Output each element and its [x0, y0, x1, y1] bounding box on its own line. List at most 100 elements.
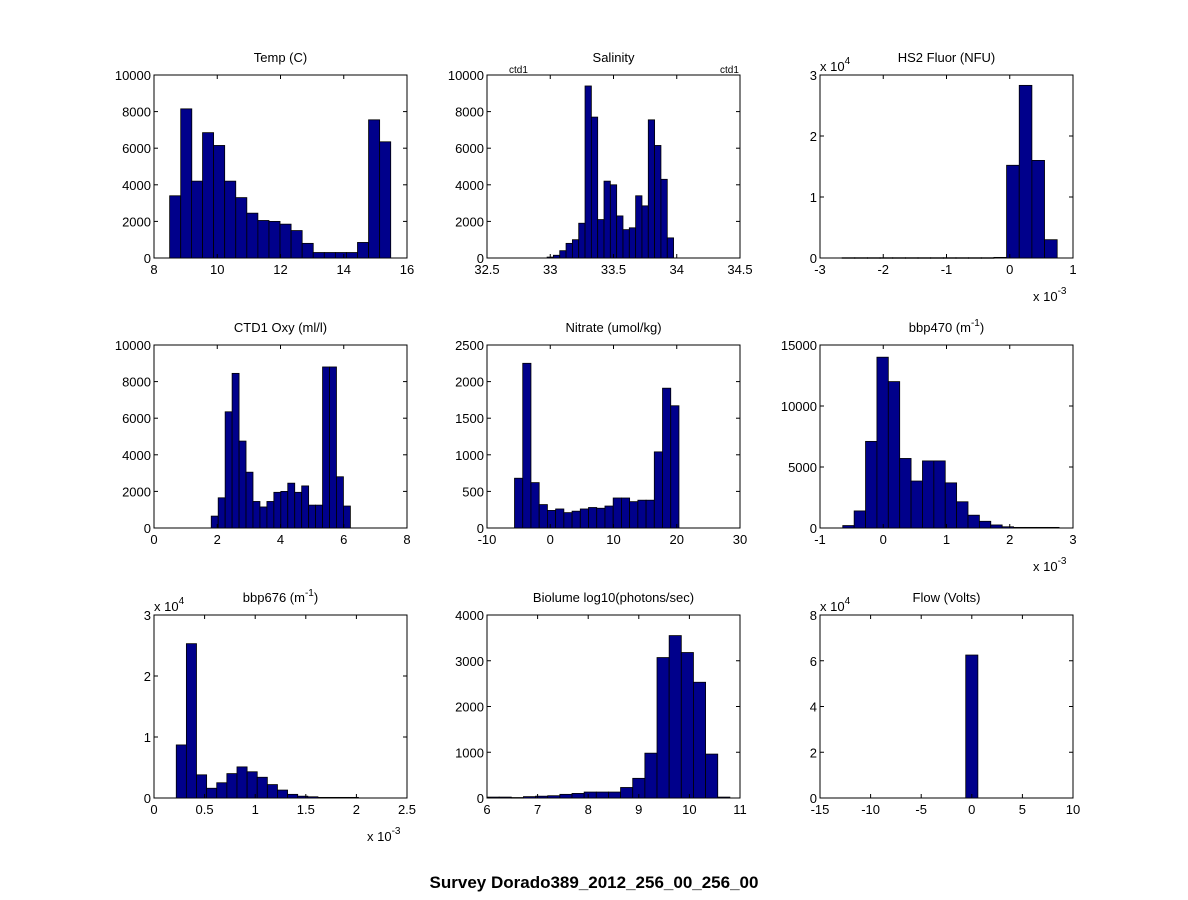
histogram-bar	[590, 116, 599, 259]
x-tick-label: 8	[150, 262, 157, 277]
histogram-bar	[565, 242, 573, 259]
histogram-bar	[347, 796, 359, 799]
histogram-bar	[523, 796, 536, 799]
histogram-bar	[379, 141, 392, 259]
histogram-bar	[1013, 526, 1026, 529]
y-tick-label: 0	[810, 791, 817, 806]
histogram-bar	[1031, 159, 1045, 259]
histogram-bar	[876, 356, 889, 529]
histogram-bar	[612, 497, 622, 529]
subplot-title: bbp470 (m-1)	[909, 318, 984, 335]
x-tick-label: -15	[811, 802, 830, 817]
histogram-bar	[608, 791, 621, 799]
y-tick-label: 0	[810, 251, 817, 266]
y-tick-label: 6000	[455, 141, 484, 156]
x-tick-label: 34.5	[727, 262, 752, 277]
histogram-bar	[637, 499, 647, 529]
histogram-bar	[301, 242, 314, 259]
histogram-bar	[887, 381, 901, 529]
y-tick-label: 2000	[455, 700, 484, 715]
subplot-title: Biolume log10(photons/sec)	[533, 590, 694, 605]
histogram-bar	[583, 791, 597, 799]
y-tick-label: 8000	[455, 105, 484, 120]
histogram-bar	[666, 237, 674, 259]
histogram-bar	[1024, 526, 1037, 529]
histogram-bar	[280, 490, 289, 529]
y-tick-label: 4000	[455, 608, 484, 623]
subplot-8: 6 7 8 9 10 11 0 1000 2000 3000 4000 Biolume log10(p…	[455, 590, 747, 817]
subplot-2: 32.5 33 33.5 34 34.5 0 2000 4000 6000 8000 10000 Sa…	[448, 50, 753, 277]
histogram-bar	[268, 220, 281, 259]
histogram-bar	[654, 145, 662, 259]
x-tick-label: 30	[733, 532, 747, 547]
x-tick-label: 10	[210, 262, 224, 277]
histogram-bar	[622, 229, 630, 259]
x-tick-label: 0	[547, 532, 554, 547]
histogram-bar	[603, 180, 611, 259]
histogram-bar	[510, 797, 524, 799]
x-tick-label: 1.5	[297, 802, 315, 817]
x-tick-label: 4	[277, 532, 284, 547]
x-tick-label: 3	[1069, 532, 1076, 547]
x-tick-label: 1	[252, 802, 259, 817]
histogram-bar	[246, 771, 258, 799]
histogram-bar	[256, 776, 268, 799]
y-tick-label: 0	[477, 251, 484, 266]
histogram-bar	[169, 195, 182, 259]
y-tick-label: 5000	[788, 460, 817, 475]
y-tick-label: 8000	[122, 375, 151, 390]
histogram-bar	[180, 108, 193, 259]
histogram-bar	[235, 197, 248, 259]
histogram-bar	[956, 501, 969, 529]
y-tick-label: 2	[810, 745, 817, 760]
histogram-bar	[547, 510, 557, 529]
x-tick-label: 8	[585, 802, 592, 817]
histogram-bar	[705, 753, 719, 799]
histogram-bar	[322, 366, 330, 529]
y-tick-label: 0	[144, 251, 151, 266]
x-tick-label: 6	[483, 802, 490, 817]
y-tick-label: 2500	[455, 338, 484, 353]
x-tick-label: -2	[877, 262, 889, 277]
histogram-bar	[301, 485, 310, 529]
x-tick-label: -10	[861, 802, 880, 817]
histogram-bar	[604, 505, 614, 529]
histogram-bar	[967, 514, 980, 529]
y-tick-label: 2000	[455, 375, 484, 390]
histogram-bar	[635, 195, 643, 259]
subplot-title: Salinity	[593, 50, 635, 65]
histogram-bar	[191, 180, 203, 259]
histogram-bar	[185, 643, 197, 799]
histogram-bar	[279, 223, 292, 259]
histogram-bar	[236, 766, 248, 799]
y-tick-label: 10000	[448, 68, 484, 83]
histogram-bar	[287, 482, 296, 529]
histogram-bar	[620, 787, 634, 799]
histogram-bar	[980, 257, 995, 259]
subplot-title: HS2 Fluor (NFU)	[898, 50, 996, 65]
subplot-title: CTD1 Oxy (ml/l)	[234, 320, 327, 335]
x-tick-label: 10	[606, 532, 620, 547]
y-tick-label: 1	[144, 730, 151, 745]
y-tick-label: 8000	[122, 105, 151, 120]
histogram-bar	[307, 796, 319, 799]
y-tick-label: 4000	[122, 178, 151, 193]
y-tick-label: 3000	[455, 654, 484, 669]
y-tick-label: 3	[144, 608, 151, 623]
y-tick-label: 1000	[455, 448, 484, 463]
histogram-bar	[944, 482, 958, 529]
histogram-bar	[563, 512, 573, 529]
histogram-bar	[879, 257, 894, 259]
histogram-bar	[337, 796, 349, 799]
x-tick-label: 14	[337, 262, 351, 277]
y-tick-label: 2	[810, 129, 817, 144]
histogram-bar	[571, 510, 581, 529]
x-tick-label: 1	[1069, 262, 1076, 277]
x-tick-label: 2	[1006, 532, 1013, 547]
x-tick-label: 12	[273, 262, 287, 277]
histogram-bar	[571, 793, 585, 799]
histogram-bar	[312, 252, 325, 259]
histogram-bar	[584, 85, 592, 259]
histogram-bar	[522, 362, 532, 529]
histogram-bar	[1006, 164, 1020, 259]
